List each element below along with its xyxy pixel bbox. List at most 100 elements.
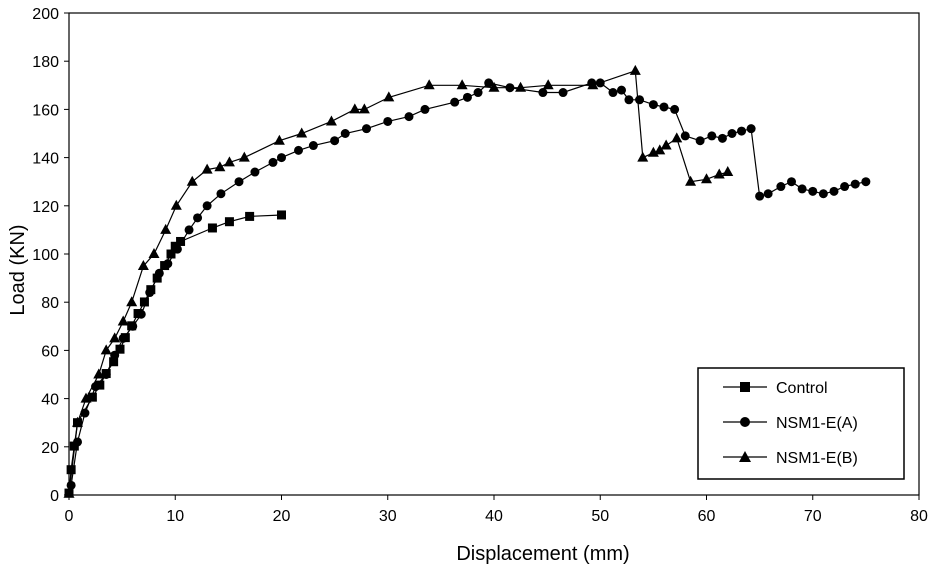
data-point [93,368,105,379]
data-point [207,223,217,233]
data-point [624,95,634,105]
data-point [72,416,83,427]
data-point [268,157,278,167]
series-nsm1-e-b [63,64,734,498]
data-point [166,249,176,259]
data-point [160,223,172,234]
data-point [648,100,658,110]
data-point [109,357,119,367]
x-tick-label: 70 [804,508,822,525]
data-point [224,217,234,227]
data-point [462,92,472,102]
data-point [101,370,111,379]
data-point [829,186,839,196]
data-point [184,225,194,235]
data-point [126,296,138,307]
plot-area: 0 10 20 30 40 50 60 70 80 0 20 40 60 80 100 120 140 160 18… [32,6,928,525]
y-tick-label: 200 [32,6,59,23]
legend-label-nsm1-e-b: NSM1-E(B) [776,450,858,467]
x-tick-label: 50 [591,508,609,525]
y-tick-label: 100 [32,247,59,264]
data-point [80,392,92,403]
data-point [223,156,235,167]
legend-label-nsm1-e-a: NSM1-E(A) [776,415,858,432]
data-point [722,166,734,177]
data-point [660,139,672,150]
data-point [128,321,138,331]
data-point [115,344,125,354]
legend-item-control: Control [723,380,828,397]
data-point [404,112,414,122]
data-point [383,116,393,126]
data-point [701,173,712,184]
data-point [362,124,371,134]
legend-label-control: Control [776,380,828,397]
data-point [659,102,669,112]
data-point [66,480,76,490]
data-point [420,104,430,114]
data-point [861,177,871,187]
data-point [737,126,747,136]
data-point [66,465,76,475]
data-point [654,144,666,155]
data-point [587,79,599,90]
data-point [707,131,717,141]
data-point [670,104,680,114]
x-tick-label: 30 [379,508,397,525]
data-point [145,288,155,298]
data-point [110,350,120,360]
data-point [755,191,765,201]
y-tick-label: 20 [41,440,59,457]
y-tick-label: 0 [50,488,59,505]
data-point [117,315,129,326]
data-point [330,136,340,146]
data-point [193,213,203,223]
data-point [538,88,548,98]
data-point [680,131,690,141]
series-nsm1-e-a [66,78,871,490]
y-tick-label: 60 [41,343,59,360]
data-point [245,211,255,221]
data-point [608,88,618,98]
data-point [637,151,649,162]
data-point [294,145,303,155]
data-point [488,81,500,92]
data-point [349,103,361,114]
x-tick-label: 10 [166,508,184,525]
data-point [80,408,90,418]
data-point [558,88,568,98]
data-point [136,309,146,319]
y-tick-label: 80 [41,295,59,312]
data-point [202,201,212,211]
data-point [629,64,641,75]
data-point [163,259,173,269]
data-point [473,88,483,98]
data-point [797,184,807,194]
data-point [383,91,395,102]
data-point [176,236,186,246]
data-point [515,81,527,92]
data-point [148,248,160,258]
data-point [214,161,226,172]
data-point [808,186,818,196]
data-point [763,189,773,199]
data-point [273,134,285,145]
data-point [109,332,121,343]
x-tick-label: 80 [910,508,928,525]
data-point [358,103,370,114]
data-point [100,344,112,355]
data-point [685,175,697,186]
data-point [713,168,725,179]
data-point [216,189,226,199]
data-point [787,177,796,187]
x-tick-label: 40 [485,508,503,525]
data-point [277,153,286,163]
x-axis-title: Displacement (mm) [456,543,629,565]
y-tick-label: 40 [41,392,59,409]
data-point [234,177,244,187]
data-point [139,297,149,307]
data-point [87,392,97,402]
data-point [840,182,850,192]
data-point [277,210,286,220]
